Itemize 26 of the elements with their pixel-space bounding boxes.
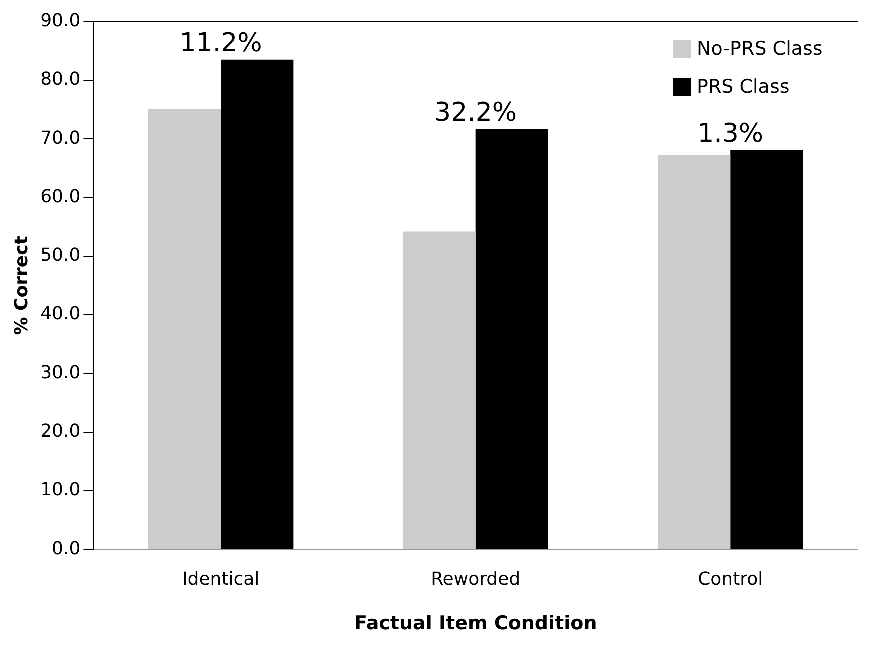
x-tick-label: Identical xyxy=(182,569,260,590)
annotation: 32.2% xyxy=(434,98,518,128)
x-axis-title: Factual Item Condition xyxy=(354,612,598,635)
bar xyxy=(476,129,548,550)
y-tick-label: 0.0 xyxy=(52,538,81,560)
annotation: 1.3% xyxy=(698,118,764,149)
y-tick-label: 20.0 xyxy=(40,420,81,442)
y-tick-label: 60.0 xyxy=(40,186,81,208)
bar xyxy=(221,60,294,550)
y-tick-label: 80.0 xyxy=(40,69,81,90)
bar xyxy=(730,150,804,550)
x-tick-label: Reworded xyxy=(431,569,521,590)
y-tick-label: 90.0 xyxy=(40,10,81,32)
legend-label: No-PRS Class xyxy=(697,37,823,62)
y-tick-label: 30.0 xyxy=(40,362,81,384)
x-tick-label: Control xyxy=(698,569,764,590)
y-tick-label: 10.0 xyxy=(40,480,81,501)
bar xyxy=(148,109,222,550)
bar xyxy=(403,232,476,550)
annotation: 11.2% xyxy=(180,28,262,59)
y-tick-label: 50.0 xyxy=(40,245,81,266)
y-axis-title: % Correct xyxy=(11,236,32,336)
y-tick-label: 70.0 xyxy=(40,128,81,149)
y-tick-label: 40.0 xyxy=(40,304,81,325)
bar xyxy=(658,156,731,550)
legend-label: PRS Class xyxy=(697,75,790,100)
